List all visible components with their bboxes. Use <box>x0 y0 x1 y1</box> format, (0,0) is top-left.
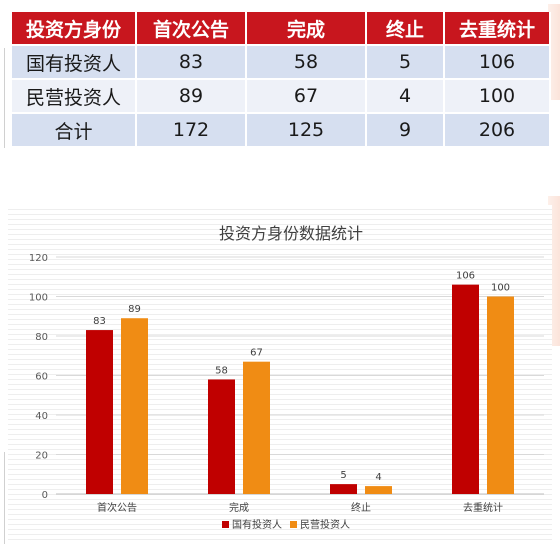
table-cell: 106 <box>444 45 551 80</box>
data-label: 58 <box>215 365 228 376</box>
data-label: 4 <box>375 472 381 483</box>
decor-line-top <box>4 48 5 148</box>
table-cell: 125 <box>246 113 367 148</box>
row-label: 合计 <box>12 113 137 148</box>
row-label: 民营投资人 <box>12 79 137 114</box>
table-header-row: 投资方身份 首次公告 完成 终止 去重统计 <box>12 12 551 46</box>
row-label: 国有投资人 <box>12 45 137 80</box>
bar <box>121 318 148 494</box>
legend-label: 民营投资人 <box>300 518 350 531</box>
table-row: 合计 172 125 9 206 <box>12 113 551 148</box>
y-tick-label: 40 <box>35 411 48 422</box>
header-cell: 首次公告 <box>136 12 247 46</box>
x-tick-label: 完成 <box>229 501 249 514</box>
x-tick-label: 终止 <box>351 501 371 514</box>
bar <box>243 361 270 494</box>
bar-layer <box>86 284 514 494</box>
table-cell: 89 <box>136 79 247 114</box>
decor-line-bottom <box>4 452 5 544</box>
bar <box>330 484 357 494</box>
table-cell: 4 <box>366 79 445 114</box>
table-cell: 67 <box>246 79 367 114</box>
legend-swatch <box>290 521 297 528</box>
data-label: 106 <box>456 271 475 282</box>
table-row: 国有投资人 83 58 5 106 <box>12 45 551 80</box>
table-cell: 100 <box>444 79 551 114</box>
data-label: 100 <box>491 283 510 294</box>
header-cell: 去重统计 <box>444 12 551 46</box>
bar <box>487 296 514 494</box>
table-row: 民营投资人 89 67 4 100 <box>12 79 551 114</box>
table-cell: 172 <box>136 113 247 148</box>
data-label: 67 <box>250 348 263 359</box>
table-cell: 83 <box>136 45 247 80</box>
header-cell: 投资方身份 <box>12 12 137 46</box>
legend-label: 国有投资人 <box>232 518 282 531</box>
header-cell: 终止 <box>366 12 445 46</box>
bar-chart: 投资方身份数据统计 0 20 40 60 80 100 120 83 89 首次公告 58 67 完成… <box>29 224 544 531</box>
y-tick-label: 120 <box>29 253 48 264</box>
y-tick-label: 80 <box>35 332 48 343</box>
y-tick-label: 100 <box>29 293 48 304</box>
table-cell: 206 <box>444 113 551 148</box>
table-cell: 5 <box>366 45 445 80</box>
y-tick-label: 60 <box>35 372 48 383</box>
table-cell: 58 <box>246 45 367 80</box>
investor-table: 投资方身份 首次公告 完成 终止 去重统计 国有投资人 83 58 5 106 … <box>12 12 551 148</box>
x-tick-label: 首次公告 <box>97 501 137 514</box>
data-label: 89 <box>128 304 141 315</box>
bar <box>208 379 235 494</box>
bar <box>452 284 479 494</box>
y-tick-label: 0 <box>42 490 48 501</box>
legend: 国有投资人 民营投资人 <box>222 518 350 531</box>
bar-chart-container: 投资方身份数据统计 0 20 40 60 80 100 120 83 89 首次公告 58 67 完成… <box>8 205 552 544</box>
bar <box>365 486 392 494</box>
decor-strip-top <box>548 4 560 100</box>
bar <box>86 330 113 494</box>
data-label: 83 <box>93 316 106 327</box>
table-cell: 9 <box>366 113 445 148</box>
legend-swatch <box>222 521 229 528</box>
x-tick-label: 去重统计 <box>463 501 503 514</box>
data-label: 5 <box>340 470 346 481</box>
chart-title: 投资方身份数据统计 <box>219 224 363 243</box>
header-cell: 完成 <box>246 12 367 46</box>
y-tick-label: 20 <box>35 451 48 462</box>
label-layer: 83 89 首次公告 58 67 完成 5 4 终止 106 100 去重统计 <box>93 271 510 514</box>
